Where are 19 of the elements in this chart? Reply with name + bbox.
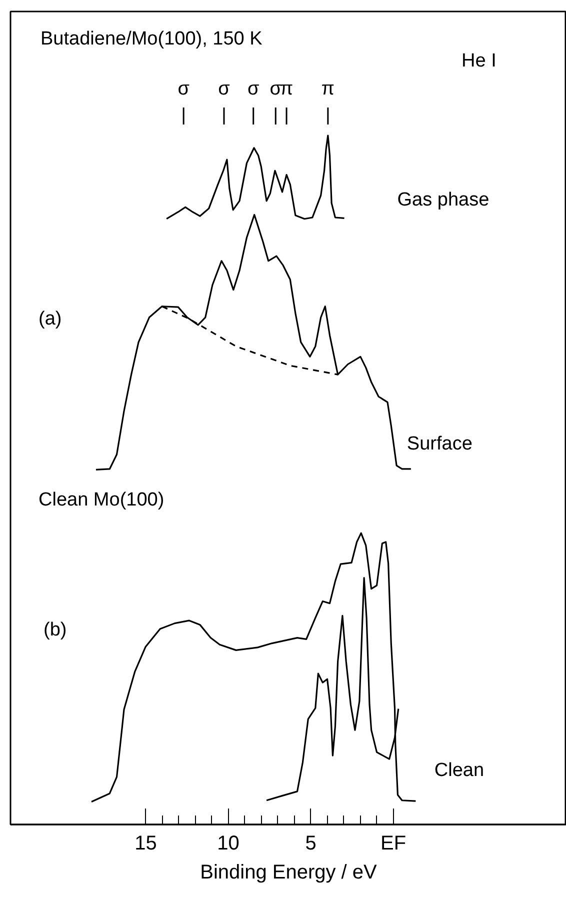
annotation: π xyxy=(280,78,294,100)
x-tick-label: 15 xyxy=(134,832,157,854)
annotation: Clean Mo(100) xyxy=(38,490,164,510)
annotation: σ xyxy=(247,78,260,100)
series-label: Surface xyxy=(406,433,472,454)
annotation: σ xyxy=(178,78,190,100)
annotation: σ xyxy=(218,78,230,100)
x-tick-label: 10 xyxy=(217,832,240,854)
x-tick-label: EF xyxy=(380,832,406,854)
text: Clean xyxy=(434,760,484,782)
text: Gas phase xyxy=(397,190,490,211)
text: He I xyxy=(462,50,496,72)
annotation: σ xyxy=(270,78,282,100)
annotation: (b) xyxy=(44,620,67,640)
annotation: (a) xyxy=(38,308,62,330)
x-tick-label: 5 xyxy=(305,832,316,854)
annotation: π xyxy=(321,78,334,100)
chart-title: Butadiene/Mo(100), 150 K xyxy=(40,28,263,50)
x-axis-title: Binding Energy / eV xyxy=(200,862,378,884)
